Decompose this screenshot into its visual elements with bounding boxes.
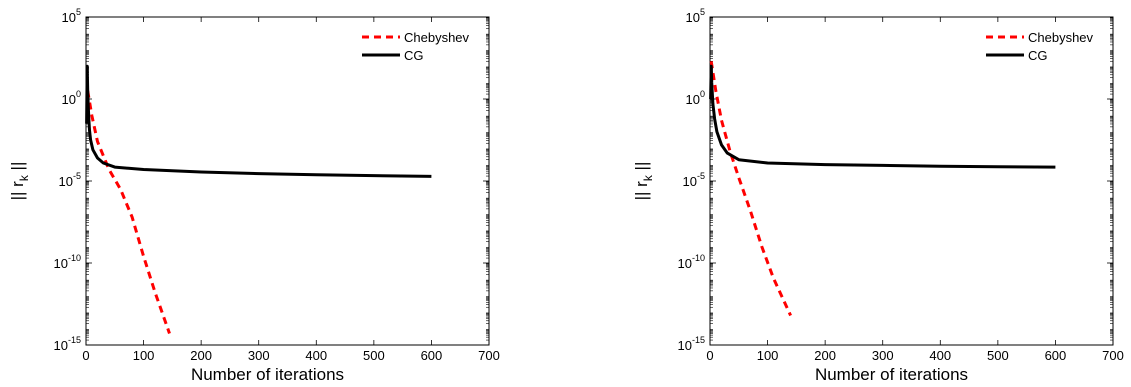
x-tick-label: 400 — [929, 348, 951, 363]
x-tick-label: 0 — [706, 348, 713, 363]
series-line-cg — [85, 64, 432, 178]
series-line-chebyshev — [709, 61, 792, 317]
x-axis-label: Number of iterations — [191, 365, 344, 384]
plot-frame — [85, 16, 490, 346]
plot-frame — [709, 16, 1114, 346]
legend-label: Chebyshev — [404, 30, 470, 45]
x-axis-label: Number of iterations — [815, 365, 968, 384]
x-tick-label: 100 — [133, 348, 155, 363]
x-tick-label: 500 — [987, 348, 1009, 363]
x-tick-label: 100 — [757, 348, 779, 363]
x-tick-label: 300 — [872, 348, 894, 363]
y-tick-label: 10-15 — [54, 335, 81, 353]
x-tick-label: 0 — [82, 348, 89, 363]
y-tick-label: 10-5 — [683, 171, 705, 189]
x-tick-label: 500 — [363, 348, 385, 363]
y-tick-label: 100 — [686, 89, 705, 107]
series-line-cg — [709, 64, 1056, 169]
y-tick-label: 10-10 — [54, 253, 81, 271]
chart-1: 0 100 200 300 400 500 600 700 105 100 10-5 10-10 10-… — [8, 7, 500, 384]
x-tick-label: 700 — [1102, 348, 1124, 363]
x-tick-label: 700 — [478, 348, 500, 363]
y-tick-label: 10-10 — [678, 253, 705, 271]
legend-label: CG — [404, 48, 424, 63]
chart-2: 0 100 200 300 400 500 600 700 105 100 10-5 10-10 10-… — [632, 7, 1124, 384]
legend-label: Chebyshev — [1028, 30, 1094, 45]
x-tick-label: 600 — [421, 348, 443, 363]
legend: Chebyshev CG — [362, 30, 470, 63]
legend: Chebyshev CG — [986, 30, 1094, 63]
legend-label: CG — [1028, 48, 1048, 63]
x-tick-label: 600 — [1045, 348, 1067, 363]
y-axis-label: || rk || — [632, 162, 655, 201]
y-tick-label: 10-15 — [678, 335, 705, 353]
x-tick-label: 400 — [305, 348, 327, 363]
y-tick-label: 10-5 — [59, 171, 81, 189]
y-tick-label: 100 — [62, 89, 81, 107]
x-tick-label: 200 — [190, 348, 212, 363]
y-tick-label: 105 — [62, 7, 81, 25]
x-tick-label: 300 — [248, 348, 270, 363]
x-tick-label: 200 — [814, 348, 836, 363]
y-tick-label: 105 — [686, 7, 705, 25]
y-axis-label: || rk || — [8, 162, 31, 201]
